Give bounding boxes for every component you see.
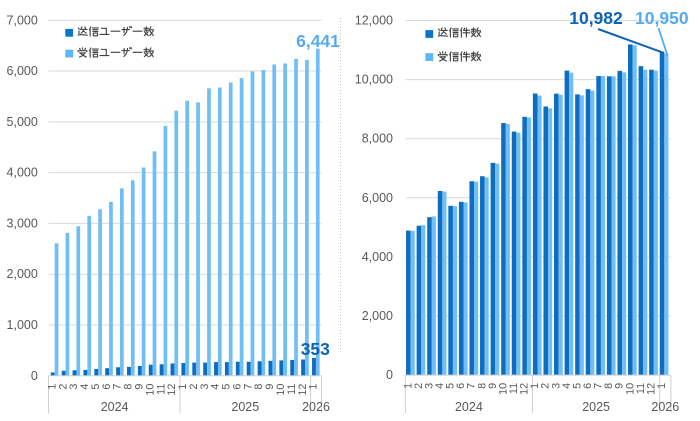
svg-text:6,000: 6,000 [7,64,38,78]
svg-text:1: 1 [308,384,320,390]
svg-text:4,000: 4,000 [362,250,393,264]
svg-text:2: 2 [540,383,552,389]
svg-text:11: 11 [635,383,647,394]
svg-text:3: 3 [68,384,80,390]
svg-text:9: 9 [487,383,499,389]
svg-text:10,982: 10,982 [569,8,623,28]
svg-text:1: 1 [656,383,668,389]
svg-text:10: 10 [275,384,287,396]
svg-text:10: 10 [144,384,156,396]
svg-text:2,000: 2,000 [7,267,38,281]
svg-text:6: 6 [455,383,467,389]
svg-text:9: 9 [264,384,276,390]
svg-text:3: 3 [550,383,562,389]
svg-text:6: 6 [231,384,243,390]
svg-text:3: 3 [199,384,211,390]
svg-text:2026: 2026 [651,400,679,414]
svg-text:2025: 2025 [231,400,259,414]
svg-text:2,000: 2,000 [362,309,393,323]
svg-text:3: 3 [423,383,435,389]
svg-text:9: 9 [133,384,145,390]
svg-text:2024: 2024 [455,400,483,414]
svg-text:353: 353 [301,339,330,359]
svg-text:6,000: 6,000 [362,191,393,205]
svg-text:11: 11 [508,383,520,394]
svg-text:10,000: 10,000 [355,73,393,87]
svg-text:12: 12 [645,383,657,395]
svg-text:8: 8 [476,383,488,389]
svg-text:7: 7 [112,384,124,390]
svg-text:5: 5 [571,383,583,389]
svg-text:1: 1 [402,383,414,389]
svg-text:8,000: 8,000 [362,132,393,146]
svg-text:0: 0 [31,369,38,383]
svg-text:4,000: 4,000 [7,166,38,180]
svg-text:2: 2 [413,383,425,389]
svg-text:2: 2 [57,384,69,390]
svg-text:8: 8 [253,384,265,390]
svg-text:2025: 2025 [582,400,610,414]
svg-text:4: 4 [561,383,573,389]
svg-text:1: 1 [177,384,189,390]
svg-text:5,000: 5,000 [7,115,38,129]
svg-text:4: 4 [210,384,222,390]
svg-text:0: 0 [386,368,393,382]
svg-text:6,441: 6,441 [296,31,340,51]
svg-text:10,950: 10,950 [635,8,689,28]
svg-text:2024: 2024 [101,400,129,414]
svg-text:1,000: 1,000 [7,318,38,332]
svg-text:2: 2 [188,384,200,390]
svg-text:11: 11 [286,384,298,395]
svg-text:7: 7 [242,384,254,390]
svg-text:12: 12 [166,384,178,396]
svg-text:2026: 2026 [302,400,330,414]
svg-text:5: 5 [221,384,233,390]
svg-text:3,000: 3,000 [7,216,38,230]
svg-text:1: 1 [529,383,541,389]
svg-text:6: 6 [582,383,594,389]
svg-text:7,000: 7,000 [7,13,38,27]
svg-text:1: 1 [46,384,58,390]
svg-text:8: 8 [123,384,135,390]
svg-text:5: 5 [445,383,457,389]
svg-text:10: 10 [497,383,509,395]
svg-text:11: 11 [155,384,167,395]
svg-text:4: 4 [434,383,446,389]
svg-text:10: 10 [624,383,636,395]
svg-text:12: 12 [519,383,531,395]
svg-text:12,000: 12,000 [355,14,393,28]
svg-text:9: 9 [614,383,626,389]
svg-text:4: 4 [79,384,91,390]
svg-text:5: 5 [90,384,102,390]
svg-text:8: 8 [603,383,615,389]
svg-text:6: 6 [101,384,113,390]
svg-text:7: 7 [593,383,605,389]
svg-text:12: 12 [297,384,309,396]
svg-text:7: 7 [466,383,478,389]
